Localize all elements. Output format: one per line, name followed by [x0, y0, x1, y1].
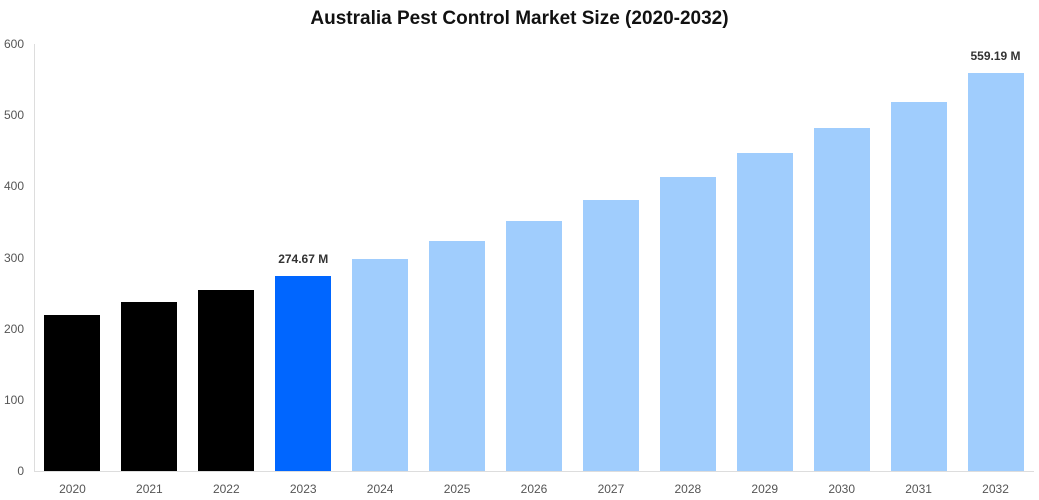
y-tick-label: 200	[3, 321, 24, 336]
bar-2023	[275, 275, 332, 471]
x-tick-label: 2026	[520, 482, 548, 496]
y-axis-line	[34, 44, 35, 471]
bar-2031	[890, 102, 947, 471]
bar-2024	[352, 258, 409, 471]
x-axis-line	[34, 471, 1034, 472]
bar-2020	[44, 315, 101, 471]
data-label-2023: 274.67 M	[278, 251, 329, 266]
chart-title: Australia Pest Control Market Size (2020…	[310, 8, 729, 29]
bar-2022	[198, 290, 255, 471]
x-tick-label: 2032	[982, 482, 1009, 496]
x-tick-label: 2025	[443, 482, 471, 496]
y-tick-label: 400	[3, 179, 24, 194]
y-tick-label: 500	[3, 108, 24, 123]
bar-2030	[813, 127, 870, 471]
bar-2026	[506, 221, 562, 471]
x-tick-label: 2027	[597, 482, 625, 496]
x-tick-label: 2029	[751, 482, 779, 496]
x-tick-label: 2023	[289, 482, 317, 496]
x-tick-label: 2031	[905, 482, 932, 496]
y-tick-label: 0	[17, 464, 24, 478]
x-tick-label: 2024	[366, 482, 394, 496]
y-tick-label: 100	[3, 392, 24, 407]
y-tick-label: 300	[3, 250, 24, 265]
bar-2032	[967, 73, 1024, 471]
plot-area	[34, 44, 1034, 471]
x-tick-label: 2022	[212, 482, 240, 496]
x-tick-label: 2021	[136, 482, 163, 496]
x-tick-label: 2028	[674, 482, 702, 496]
data-label-2032: 559.19 M	[970, 49, 1021, 64]
y-tick-label: 600	[3, 37, 24, 51]
bar-2025	[429, 241, 486, 471]
bar-2029	[736, 152, 793, 471]
x-tick-label: 2030	[828, 482, 856, 496]
bar-2021	[121, 302, 178, 471]
x-tick-label: 2020	[59, 482, 86, 496]
bar-2028	[659, 177, 716, 471]
bar-2027	[582, 199, 639, 471]
